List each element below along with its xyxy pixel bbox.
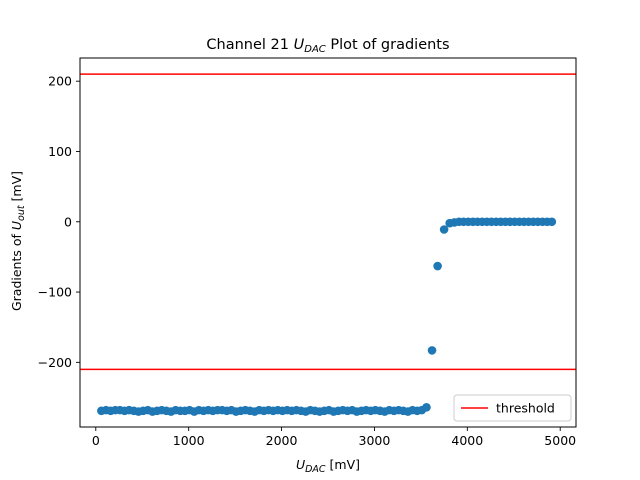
data-point (422, 403, 431, 412)
x-tick-label: 1000 (173, 433, 205, 448)
x-tick-label: 0 (92, 433, 100, 448)
y-tick-label: −100 (38, 285, 72, 300)
y-tick-label: −200 (38, 355, 72, 370)
chart-title-prefix: Channel 21 (206, 37, 293, 53)
data-point (439, 225, 449, 234)
chart-title-var: U (294, 37, 305, 53)
y-axis-label: Gradients of Uout [mV] (9, 171, 27, 311)
x-tick-label: 2000 (266, 433, 298, 448)
y-axis-ticks: −200 −100 0 100 200 (38, 74, 80, 370)
x-axis-label-sub: DAC (305, 464, 326, 475)
legend: threshold (453, 394, 572, 422)
y-tick-label: 200 (48, 74, 72, 89)
legend-box (453, 394, 572, 422)
x-axis-label-var: U (296, 457, 305, 472)
x-axis-ticks: 0 1000 2000 3000 4000 5000 (92, 427, 576, 448)
x-tick-label: 3000 (359, 433, 391, 448)
x-axis-label-suffix: [mV] (326, 457, 360, 472)
plot-area-frame (79, 57, 577, 428)
x-tick-label: 4000 (451, 433, 483, 448)
y-axis-label-var: U (9, 221, 24, 230)
data-point (433, 261, 442, 271)
y-tick-label: 100 (48, 144, 72, 159)
chart-title-sub: DAC (304, 44, 326, 55)
threshold-lines (80, 73, 576, 371)
data-points (97, 217, 557, 416)
chart-title-suffix: Plot of gradients (326, 37, 450, 53)
chart-title: Channel 21 UDAC Plot of gradients (206, 37, 449, 55)
y-axis-label-prefix: Gradients of (9, 230, 24, 311)
x-tick-label: 5000 (544, 433, 576, 448)
x-axis-label: UDAC [mV] (296, 457, 360, 475)
y-tick-label: 0 (64, 214, 72, 229)
legend-threshold-label: threshold (496, 401, 555, 416)
y-axis-label-sub: out (16, 204, 27, 221)
data-point (427, 346, 437, 355)
y-axis-label-suffix: [mV] (9, 171, 24, 205)
data-point (547, 217, 557, 227)
